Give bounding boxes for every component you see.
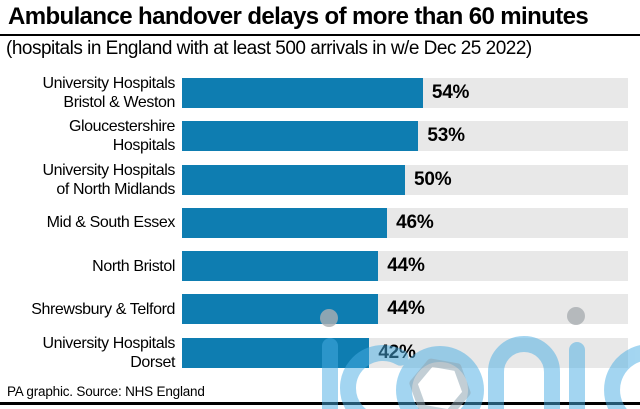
bar-track: 53% (182, 121, 628, 152)
hospital-label-line: Mid & South Essex (46, 214, 176, 232)
hospital-label: Mid & South Essex (0, 213, 176, 232)
hospital-label-line: University Hospitals (42, 75, 176, 92)
value-label: 50% (414, 168, 452, 190)
value-label: 42% (378, 341, 416, 363)
hospital-label-line: Shrewsbury & Telford (31, 300, 175, 318)
value-label: 44% (387, 298, 425, 320)
bar-track: 44% (182, 251, 628, 281)
value-label: 53% (427, 125, 465, 147)
hospital-label-line: North Bristol (92, 257, 175, 275)
hospital-label-line: of North Midlands (56, 180, 175, 198)
hospital-label-line: Gloucestershire (68, 118, 175, 136)
hospital-label: University Hospitals Dorset (0, 334, 176, 372)
bar-row: University Hospitals Dorset 42% (0, 335, 640, 371)
bar (182, 207, 388, 238)
bar (182, 337, 370, 368)
hospital-label-line: Bristol & Weston (63, 94, 175, 111)
bar-row: Shrewsbury & Telford 44% (0, 294, 640, 325)
title-divider (0, 34, 640, 36)
hospital-label-line: Hospitals (112, 137, 176, 155)
bar-chart: University Hospitals Bristol & Weston 54%… (0, 75, 640, 371)
bar-row: University Hospitals of North Midlands 50… (0, 162, 640, 198)
bar-row: University Hospitals Bristol & Weston 54% (0, 75, 640, 111)
hospital-label-line: Dorset (130, 353, 175, 371)
bar-track: 46% (182, 207, 628, 238)
bottom-divider (0, 402, 640, 405)
hospital-label: Shrewsbury & Telford (0, 300, 175, 319)
value-label: 46% (396, 211, 434, 233)
bar-row: Gloucestershire Hospitals 53% (0, 118, 640, 154)
page-title: Ambulance handover delays of more than 6… (8, 3, 589, 30)
bar-row: Mid & South Essex 46% (0, 207, 640, 238)
bar (182, 164, 405, 195)
bar (182, 251, 379, 281)
bar (182, 294, 379, 325)
chart-subtitle: (hospitals in England with at least 500 … (6, 38, 532, 59)
value-label: 54% (431, 82, 470, 103)
source-note: PA graphic. Source: NHS England (7, 384, 205, 399)
bar (182, 78, 423, 108)
bar-track: 42% (182, 337, 628, 368)
hospital-label-line: University Hospitals (42, 334, 176, 352)
hospital-label: North Bristol (0, 257, 175, 276)
hospital-label-line: University Hospitals (42, 161, 176, 179)
hospital-label: University Hospitals Bristol & Weston (0, 74, 176, 112)
bar-track: 54% (182, 78, 628, 108)
value-label: 44% (387, 255, 425, 276)
bar-track: 44% (182, 294, 628, 325)
bar-row: North Bristol 44% (0, 251, 640, 281)
hospital-label: Gloucestershire Hospitals (0, 117, 175, 155)
bar (182, 121, 419, 152)
hospital-label: University Hospitals of North Midlands (0, 161, 176, 199)
bar-track: 50% (182, 164, 628, 195)
